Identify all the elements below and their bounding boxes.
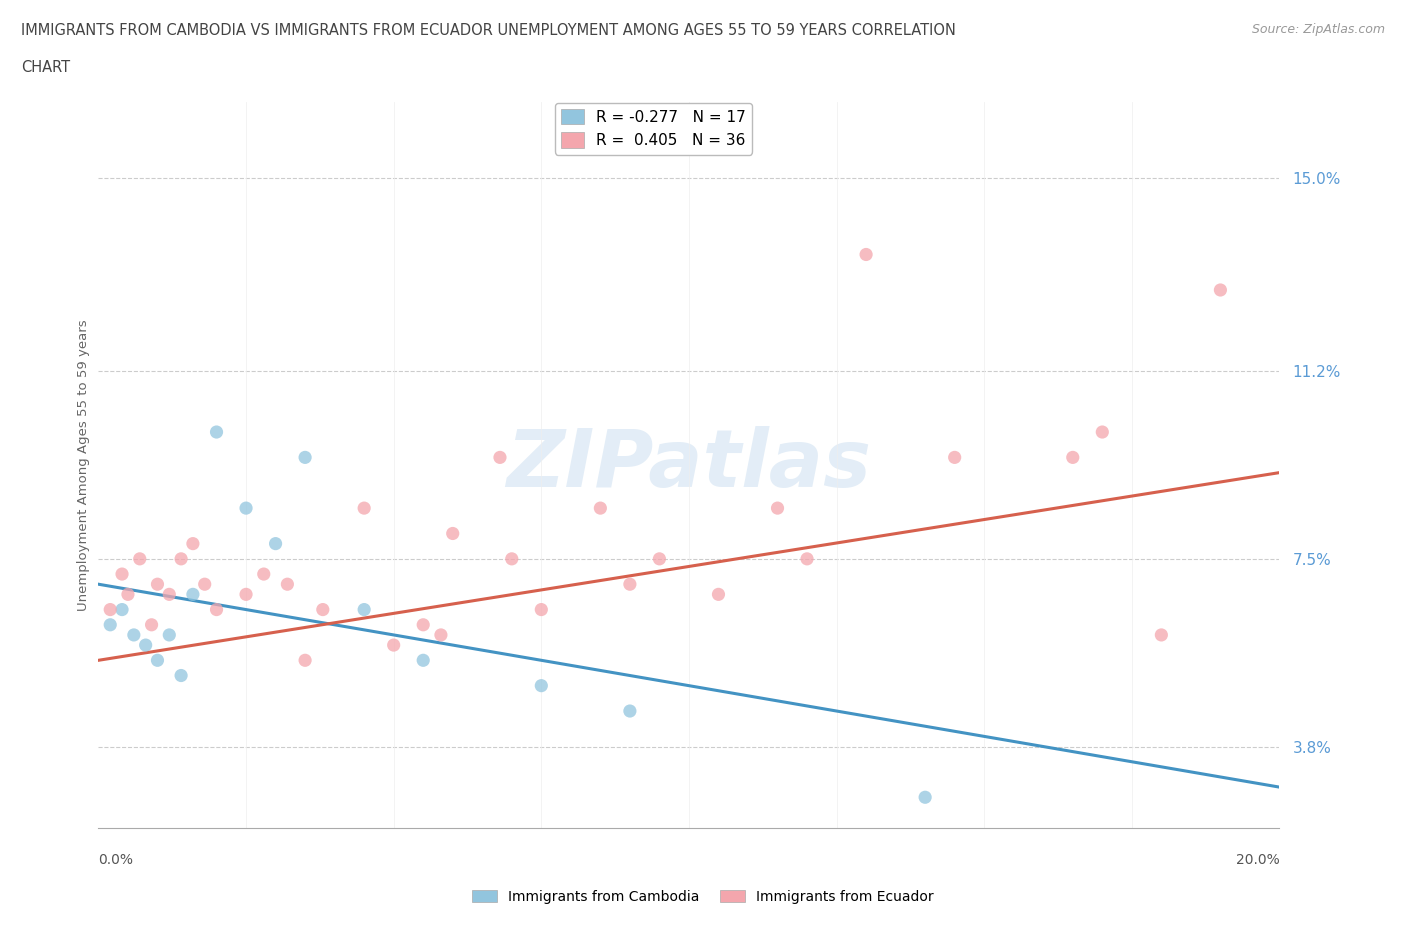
Point — [146, 653, 169, 668]
Point — [707, 587, 730, 602]
Y-axis label: Unemployment Among Ages 55 to 59 years: Unemployment Among Ages 55 to 59 years — [77, 319, 90, 611]
Point — [1150, 628, 1173, 643]
Point — [141, 618, 163, 632]
Text: 0.0%: 0.0% — [98, 853, 134, 867]
Text: Source: ZipAtlas.com: Source: ZipAtlas.com — [1251, 23, 1385, 36]
Point — [796, 551, 818, 566]
Point — [294, 653, 316, 668]
Point — [489, 450, 512, 465]
Point — [914, 790, 936, 804]
Point — [530, 678, 553, 693]
Point — [111, 602, 134, 617]
Point — [98, 618, 121, 632]
Point — [170, 551, 193, 566]
Point — [98, 602, 121, 617]
Point — [943, 450, 966, 465]
Point — [276, 577, 298, 591]
Text: CHART: CHART — [21, 60, 70, 75]
Point — [205, 602, 228, 617]
Point — [855, 247, 877, 262]
Legend: Immigrants from Cambodia, Immigrants from Ecuador: Immigrants from Cambodia, Immigrants fro… — [467, 884, 939, 910]
Point — [648, 551, 671, 566]
Point — [181, 587, 204, 602]
Point — [312, 602, 335, 617]
Point — [1209, 283, 1232, 298]
Point — [1062, 450, 1084, 465]
Point — [146, 577, 169, 591]
Point — [441, 526, 464, 541]
Point — [135, 638, 157, 653]
Point — [235, 587, 257, 602]
Point — [353, 602, 375, 617]
Point — [122, 628, 145, 643]
Point — [412, 653, 434, 668]
Point — [412, 618, 434, 632]
Legend: R = -0.277   N = 17, R =  0.405   N = 36: R = -0.277 N = 17, R = 0.405 N = 36 — [555, 102, 752, 154]
Point — [128, 551, 150, 566]
Point — [235, 500, 257, 515]
Point — [382, 638, 405, 653]
Text: 20.0%: 20.0% — [1236, 853, 1279, 867]
Point — [117, 587, 139, 602]
Point — [157, 587, 180, 602]
Point — [205, 425, 228, 440]
Point — [170, 668, 193, 683]
Point — [353, 500, 375, 515]
Point — [157, 628, 180, 643]
Point — [619, 704, 641, 719]
Point — [530, 602, 553, 617]
Point — [111, 566, 134, 581]
Point — [619, 577, 641, 591]
Point — [589, 500, 612, 515]
Point — [181, 537, 204, 551]
Point — [766, 500, 789, 515]
Text: ZIPatlas: ZIPatlas — [506, 426, 872, 504]
Point — [1091, 425, 1114, 440]
Point — [501, 551, 523, 566]
Point — [294, 450, 316, 465]
Point — [264, 537, 287, 551]
Text: IMMIGRANTS FROM CAMBODIA VS IMMIGRANTS FROM ECUADOR UNEMPLOYMENT AMONG AGES 55 T: IMMIGRANTS FROM CAMBODIA VS IMMIGRANTS F… — [21, 23, 956, 38]
Point — [253, 566, 276, 581]
Point — [430, 628, 453, 643]
Point — [194, 577, 217, 591]
